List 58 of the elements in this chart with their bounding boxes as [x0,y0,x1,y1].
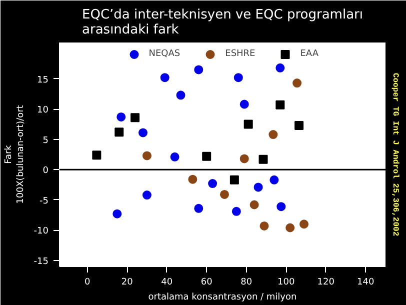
legend-label: ESHRE [225,49,256,59]
point [240,100,249,109]
point [160,73,170,82]
point [170,152,180,162]
x-tick-label: 0 [84,278,90,288]
x-tick-label: 80 [240,278,252,288]
point [230,175,239,184]
y-tick-label: -15 [34,256,49,267]
point [240,154,249,164]
point [294,120,304,130]
point [202,152,212,161]
point [112,209,122,218]
legend-label: EAA [300,49,320,59]
point [300,220,308,229]
x-tick-label: 40 [161,278,173,288]
point [260,221,269,230]
point [130,113,140,122]
point [250,200,259,210]
point [116,112,126,122]
point [176,90,186,100]
point [276,202,286,212]
point [194,204,204,213]
point [258,154,268,164]
point [114,128,124,137]
point [92,150,102,160]
text: Cooper TG Int J Androl 25,306,2002 [390,72,400,236]
y-tick-label: 0 [42,166,49,176]
point [270,175,279,184]
x-tick-label: 20 [121,278,134,288]
point [286,223,295,232]
point [208,179,218,188]
y-tick-label: 5 [42,136,49,146]
y-axis-title: Fark 100X(bulunan-ort)/ort [4,104,26,204]
point [194,65,204,74]
y-tick-label: -5 [40,196,49,206]
legend-label: NEQAS [148,49,180,59]
y-tick-label: -10 [34,226,49,237]
y-tick-label: 15 [37,75,48,86]
point [232,206,241,216]
x-tick-label: 60 [200,278,213,288]
point [276,100,285,110]
x-axis-title: ortalama konsantrasyon / milyon [148,292,297,302]
y-tick-label: 10 [37,106,49,116]
point [268,130,278,140]
point [188,174,198,184]
point [234,73,243,82]
point [292,78,302,88]
point [276,63,285,72]
x-tick-label: 120 [317,278,335,288]
point [254,182,263,192]
x-tick-label: 140 [357,278,374,288]
x-tick-label: 100 [278,278,295,288]
point [138,128,148,138]
chart-title: EQC’da inter-teknisyen ve EQC programları arasındaki fark [82,8,363,38]
point [220,190,229,199]
point [142,151,152,160]
point [142,190,152,200]
point [244,120,253,129]
